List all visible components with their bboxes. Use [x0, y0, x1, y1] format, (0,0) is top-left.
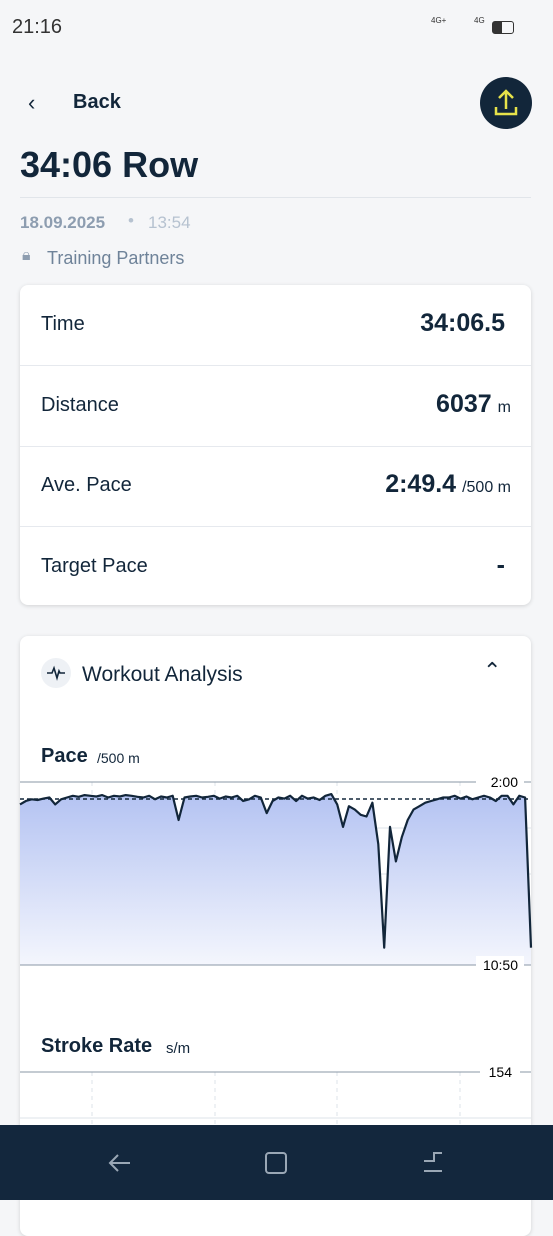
- charts: 2:00 10:50 154: [19, 773, 533, 1130]
- value: 34:06.5: [420, 309, 505, 337]
- unit: /500 m: [462, 479, 511, 496]
- stat-label: Distance: [41, 393, 119, 416]
- stats-card: Time 34:06.5 Distance 6037 m Ave. Pace 2:49.4/…: [20, 285, 531, 605]
- tick-bg: [476, 773, 524, 791]
- stat-value: -: [497, 551, 505, 580]
- unit: m: [497, 398, 511, 416]
- stat-row: Distance 6037 m: [20, 366, 531, 447]
- stat-value: 2:49.4/500 m: [385, 470, 511, 499]
- value: -: [496, 550, 505, 579]
- lock-icon: 🔒︎: [22, 247, 31, 264]
- stat-row: Target Pace -: [20, 527, 531, 607]
- back-icon[interactable]: ‹: [28, 90, 36, 115]
- visibility: Training Partners: [47, 248, 185, 268]
- analysis-icon: [41, 658, 71, 688]
- network: 4G: [474, 16, 485, 25]
- stat-row: Time 34:06.5: [20, 285, 531, 366]
- pace-line: [19, 793, 533, 949]
- tick-label: 10:50: [483, 957, 518, 973]
- stat-value: 6037 m: [436, 390, 511, 419]
- value: 6037: [436, 389, 492, 418]
- pace-title: Pace: [41, 745, 88, 767]
- tick-label: 2:00: [491, 774, 518, 790]
- time: 13:54: [148, 213, 191, 232]
- network: 4G+: [431, 16, 447, 25]
- dot: •: [128, 211, 134, 230]
- stat-label: Ave. Pace: [41, 474, 132, 496]
- back[interactable]: Back: [73, 91, 121, 113]
- date: 18.09.2025: [20, 213, 106, 232]
- stat-label: Target Pace: [41, 554, 148, 577]
- tick-label: 154: [489, 1064, 513, 1080]
- clock: 21:16: [12, 16, 63, 38]
- page: 21:16 4G+ 4G ‹ Back 34:06 Row 18.09.2025…: [0, 16, 553, 1200]
- pace-unit: /500 m: [97, 750, 140, 766]
- stroke-title: Stroke Rate: [41, 1035, 153, 1057]
- value: 2:49.4: [385, 470, 457, 498]
- stat-label: Time: [41, 313, 85, 335]
- nav-bar: [0, 1125, 553, 1200]
- battery: [492, 21, 514, 34]
- title: 34:06 Row: [20, 144, 199, 185]
- stat-row: Ave. Pace 2:49.4/500 m: [20, 446, 531, 527]
- analysis-title: Workout Analysis: [82, 663, 243, 686]
- pace-area: [20, 794, 531, 965]
- stroke-unit: s/m: [166, 1040, 191, 1057]
- stat-value: 34:06.5: [420, 309, 505, 338]
- collapse[interactable]: ⌃: [483, 658, 502, 683]
- tick-bg: [476, 956, 524, 974]
- upload-button[interactable]: [480, 77, 532, 129]
- divider: [20, 197, 531, 198]
- tick-bg: [480, 1063, 520, 1081]
